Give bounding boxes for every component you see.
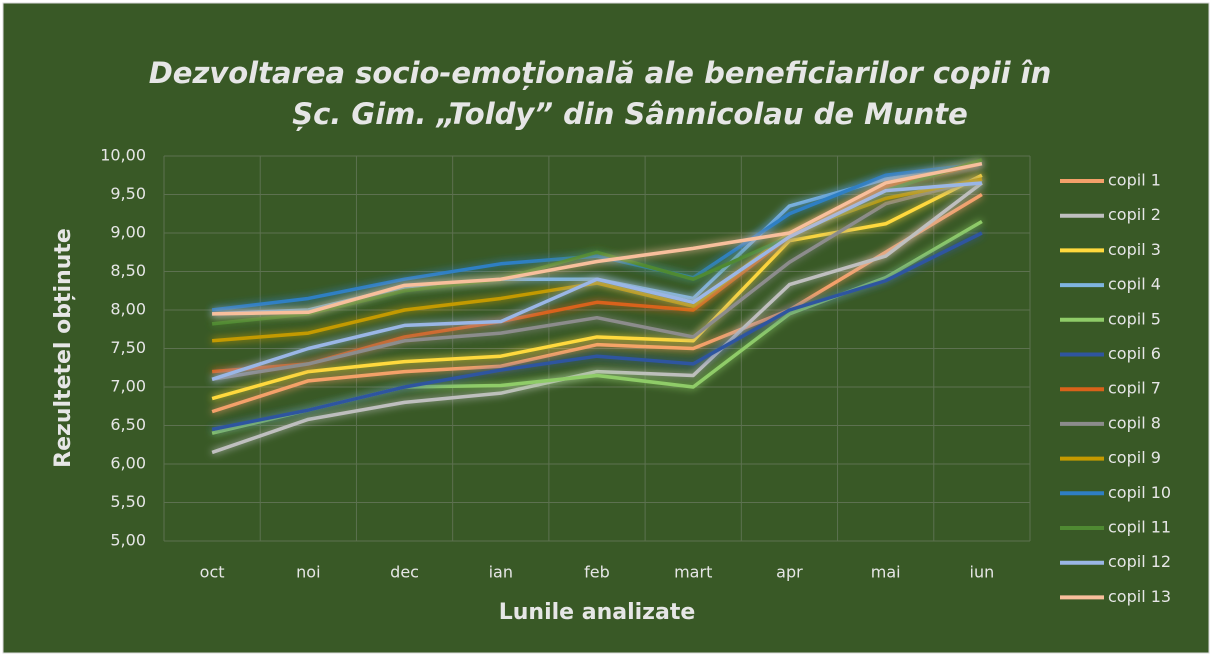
- legend-label: copil 13: [1108, 587, 1171, 606]
- x-tick-label: apr: [776, 563, 803, 582]
- x-tick-label: ian: [489, 563, 513, 582]
- y-tick-label: 5,50: [110, 492, 146, 511]
- y-tick-label: 9,50: [110, 184, 146, 203]
- x-tick-label: oct: [200, 563, 225, 582]
- legend-label: copil 10: [1108, 483, 1171, 502]
- x-tick-label: mart: [674, 563, 712, 582]
- chart-title: Șc. Gim. „Toldy” din Sânnicolau de Munte: [292, 97, 968, 131]
- series-line: [211, 181, 983, 381]
- series-line: [211, 181, 983, 455]
- y-tick-label: 8,00: [110, 300, 146, 319]
- y-tick-label: 7,00: [110, 377, 146, 396]
- series-line: [211, 177, 983, 343]
- x-axis-title: Lunile analizate: [499, 600, 696, 625]
- legend-label: copil 5: [1108, 309, 1161, 328]
- series-line: [212, 161, 983, 316]
- y-tick-label: 5,00: [110, 531, 146, 550]
- series-line: [211, 177, 983, 382]
- series-line: [211, 173, 983, 401]
- series-line: [211, 231, 983, 432]
- y-tick-label: 7,50: [110, 338, 146, 357]
- x-tick-label: mai: [871, 563, 901, 582]
- x-tick-label: dec: [390, 563, 419, 582]
- legend-label: copil 11: [1108, 518, 1171, 537]
- legend-label: copil 2: [1108, 205, 1161, 224]
- legend-label: copil 9: [1108, 448, 1161, 467]
- x-tick-label: noi: [296, 563, 320, 582]
- y-axis-title: Rezultetel obținute: [51, 228, 76, 468]
- y-tick-label: 6,50: [110, 415, 146, 434]
- legend-label: copil 6: [1108, 344, 1161, 363]
- legend-label: copil 8: [1108, 413, 1161, 432]
- x-tick-label: iun: [970, 563, 995, 582]
- legend-label: copil 7: [1108, 379, 1161, 398]
- y-tick-label: 9,00: [110, 223, 146, 242]
- legend-label: copil 3: [1108, 240, 1161, 259]
- y-tick-label: 6,00: [110, 454, 146, 473]
- y-tick-label: 8,50: [110, 261, 146, 280]
- legend-label: copil 4: [1108, 275, 1161, 294]
- series-line: [211, 192, 983, 414]
- y-tick-label: 10,00: [100, 146, 146, 165]
- legend-label: copil 1: [1108, 171, 1161, 190]
- chart-title: Dezvoltarea socio-emoțională ale benefic…: [149, 56, 1052, 90]
- x-tick-label: feb: [584, 563, 610, 582]
- series-line: [211, 161, 983, 312]
- legend-label: copil 12: [1108, 552, 1171, 571]
